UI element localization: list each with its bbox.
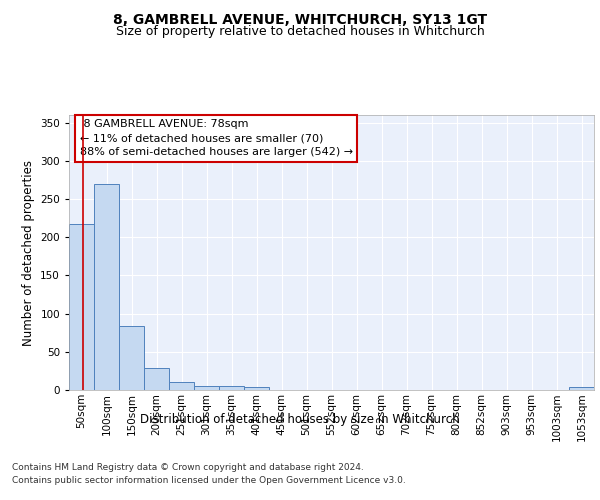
- Text: Size of property relative to detached houses in Whitchurch: Size of property relative to detached ho…: [116, 25, 484, 38]
- Bar: [244, 387, 269, 390]
- Bar: [94, 184, 119, 390]
- Bar: [219, 386, 244, 390]
- Bar: [119, 326, 144, 390]
- Bar: [194, 386, 219, 390]
- Bar: [144, 368, 169, 390]
- Bar: [69, 224, 94, 390]
- Bar: [569, 387, 594, 390]
- Text: Distribution of detached houses by size in Whitchurch: Distribution of detached houses by size …: [140, 412, 460, 426]
- Bar: [169, 382, 194, 390]
- Y-axis label: Number of detached properties: Number of detached properties: [22, 160, 35, 346]
- Text: Contains HM Land Registry data © Crown copyright and database right 2024.: Contains HM Land Registry data © Crown c…: [12, 462, 364, 471]
- Text: 8, GAMBRELL AVENUE, WHITCHURCH, SY13 1GT: 8, GAMBRELL AVENUE, WHITCHURCH, SY13 1GT: [113, 12, 487, 26]
- Text: Contains public sector information licensed under the Open Government Licence v3: Contains public sector information licen…: [12, 476, 406, 485]
- Text: 8 GAMBRELL AVENUE: 78sqm
← 11% of detached houses are smaller (70)
88% of semi-d: 8 GAMBRELL AVENUE: 78sqm ← 11% of detach…: [79, 119, 353, 157]
